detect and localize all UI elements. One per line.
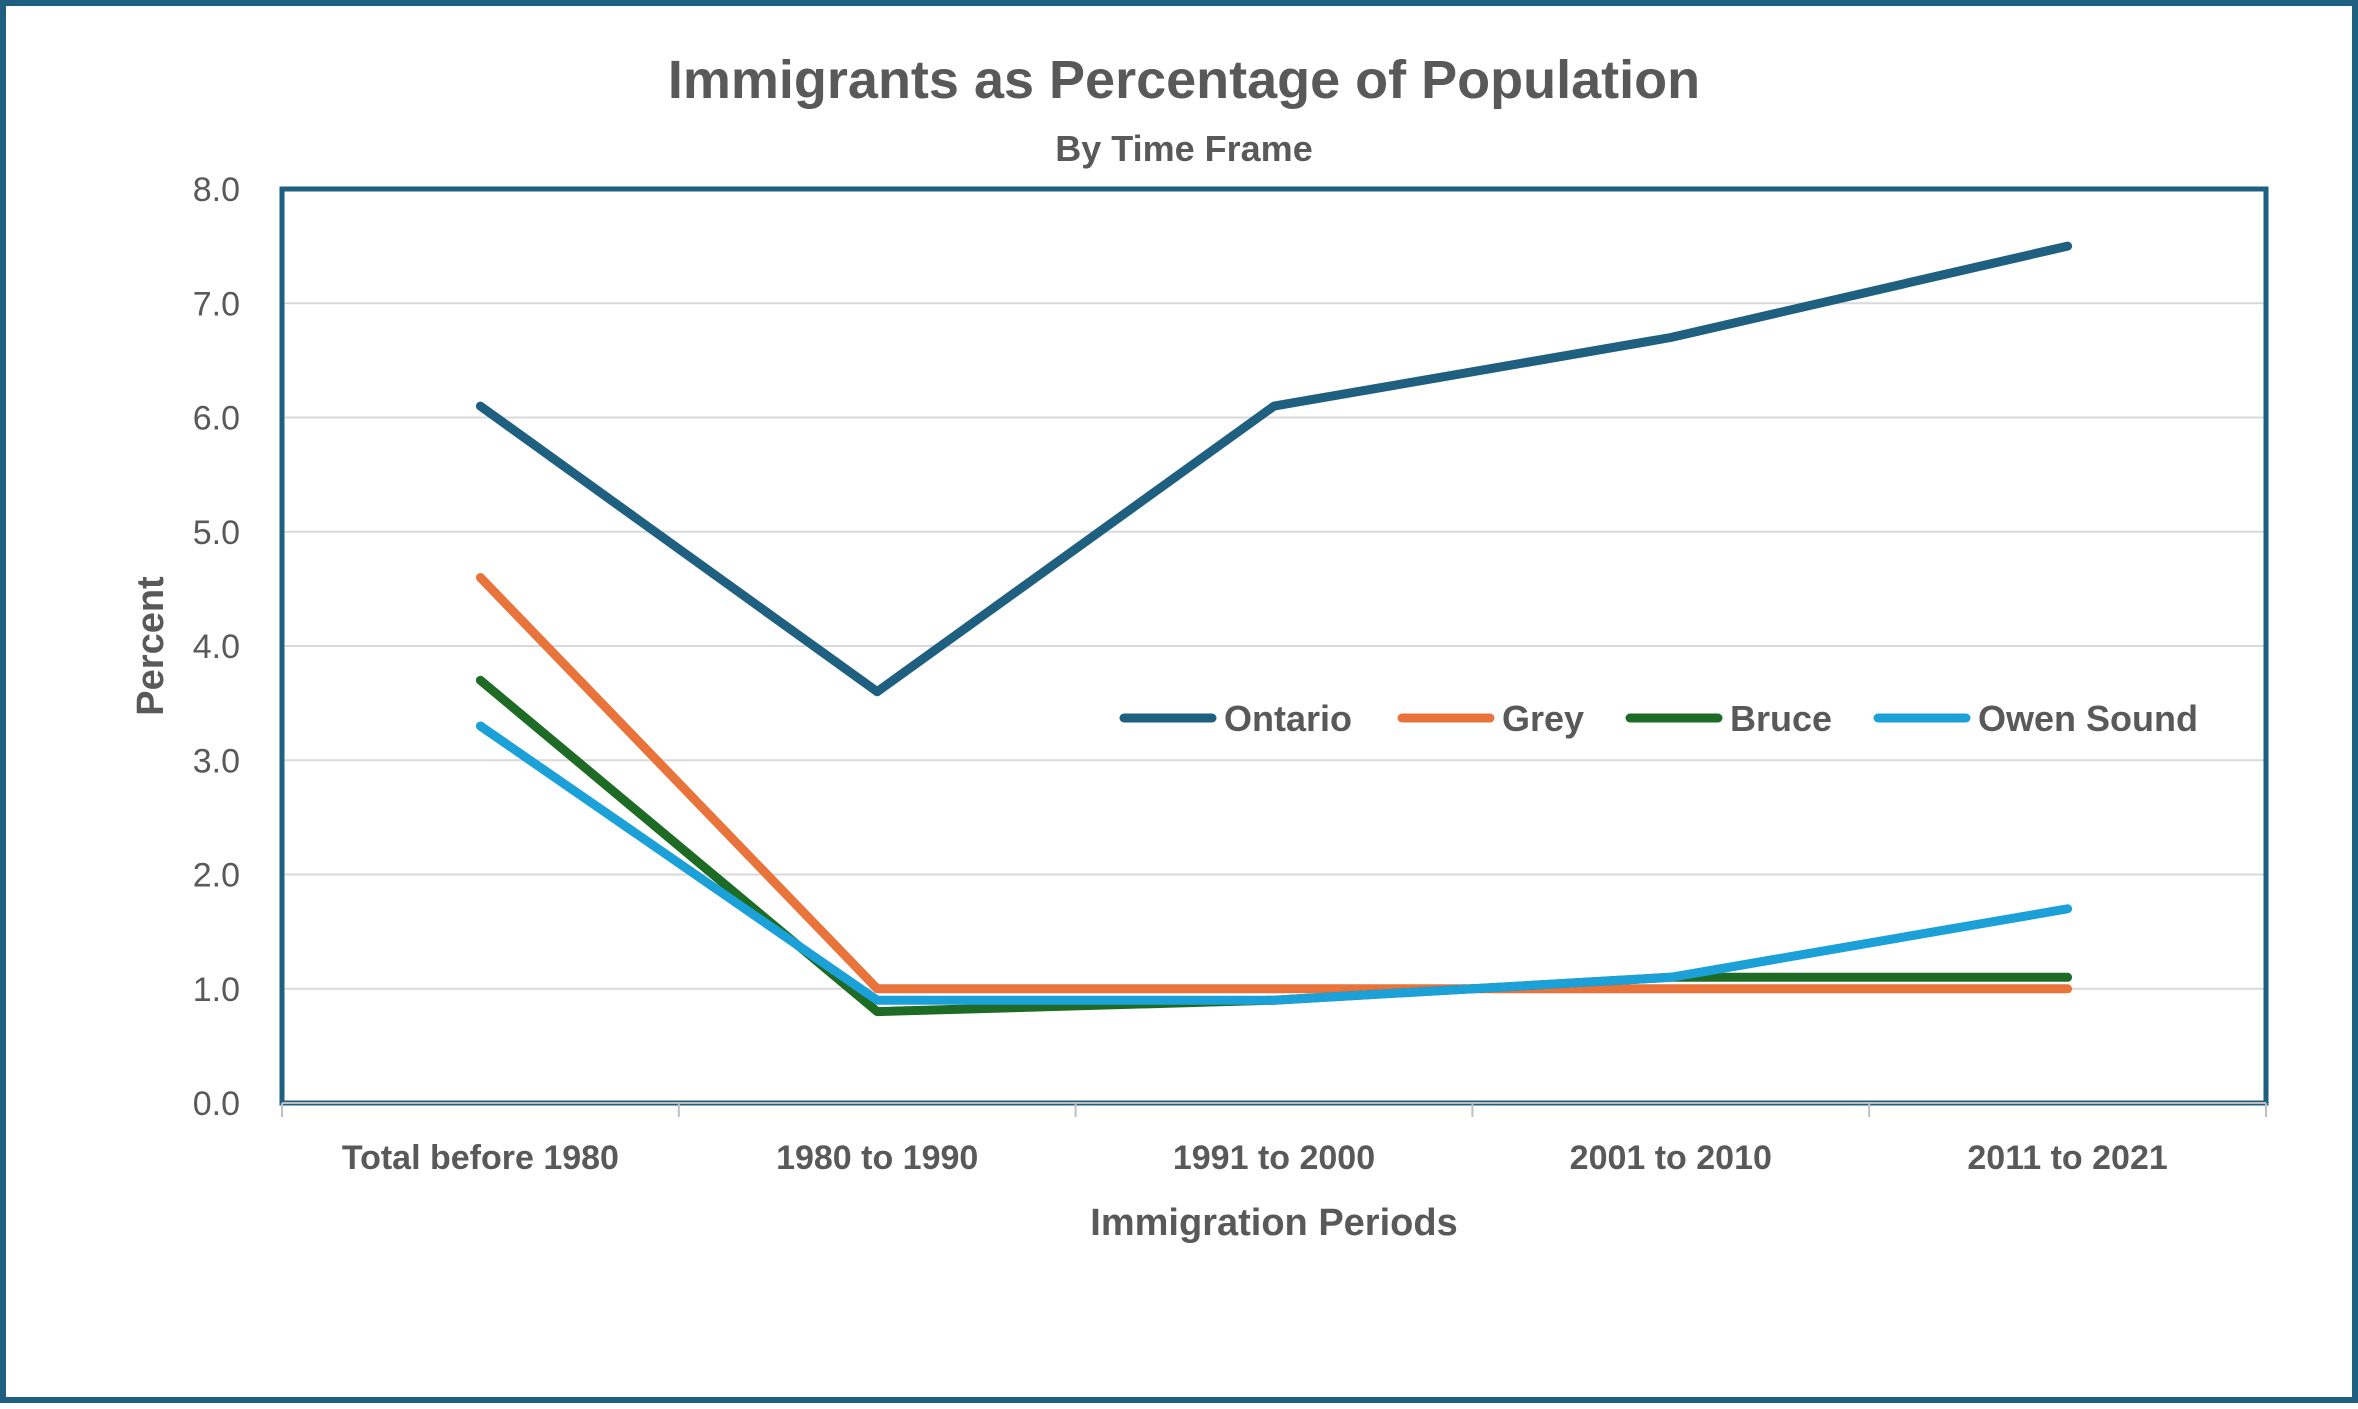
x-axis-ticks: Total before 1980 1980 to 1990 1991 to 200… xyxy=(342,1139,2168,1177)
x-axis xyxy=(281,1102,2267,1117)
legend-label-bruce: Bruce xyxy=(1730,698,1832,739)
chart-subtitle: By Time Frame xyxy=(1055,128,1312,169)
y-tick-label: 6.0 xyxy=(193,400,240,438)
x-tick-label: 2011 to 2021 xyxy=(1967,1139,2167,1177)
chart-title: Immigrants as Percentage of Population xyxy=(668,50,1700,110)
chart-canvas: Immigrants as Percentage of Population B… xyxy=(130,50,2269,1244)
series-line-owen-sound xyxy=(475,721,2073,1005)
legend: Ontario Grey Bruce Owen Sound xyxy=(1119,698,2198,739)
y-tick-label: 4.0 xyxy=(193,628,240,666)
gridlines xyxy=(282,302,2266,990)
y-tick-label: 0.0 xyxy=(193,1085,240,1123)
y-tick-label: 8.0 xyxy=(193,171,240,209)
x-tick-label: 1980 to 1990 xyxy=(776,1139,978,1177)
legend-label-owen-sound: Owen Sound xyxy=(1978,698,2198,739)
series-lines xyxy=(475,241,2073,1017)
x-axis-label: Immigration Periods xyxy=(1090,1202,1457,1244)
y-tick-label: 3.0 xyxy=(193,742,240,780)
x-tick-label: 2001 to 2010 xyxy=(1570,1139,1772,1177)
legend-label-ontario: Ontario xyxy=(1224,698,1352,739)
y-tick-label: 2.0 xyxy=(193,857,240,895)
legend-label-grey: Grey xyxy=(1502,698,1584,739)
y-tick-label: 5.0 xyxy=(193,514,240,552)
y-tick-label: 1.0 xyxy=(193,971,240,1009)
series-line-ontario xyxy=(475,241,2073,697)
x-tick-label: Total before 1980 xyxy=(342,1139,619,1177)
x-tick-label: 1991 to 2000 xyxy=(1173,1139,1375,1177)
series-line-grey xyxy=(475,573,2073,994)
y-tick-label: 7.0 xyxy=(193,285,240,323)
y-axis-label: Percent xyxy=(130,576,172,716)
y-axis-ticks: 0.0 1.0 2.0 3.0 4.0 5.0 6.0 7.0 8.0 xyxy=(193,171,240,1123)
